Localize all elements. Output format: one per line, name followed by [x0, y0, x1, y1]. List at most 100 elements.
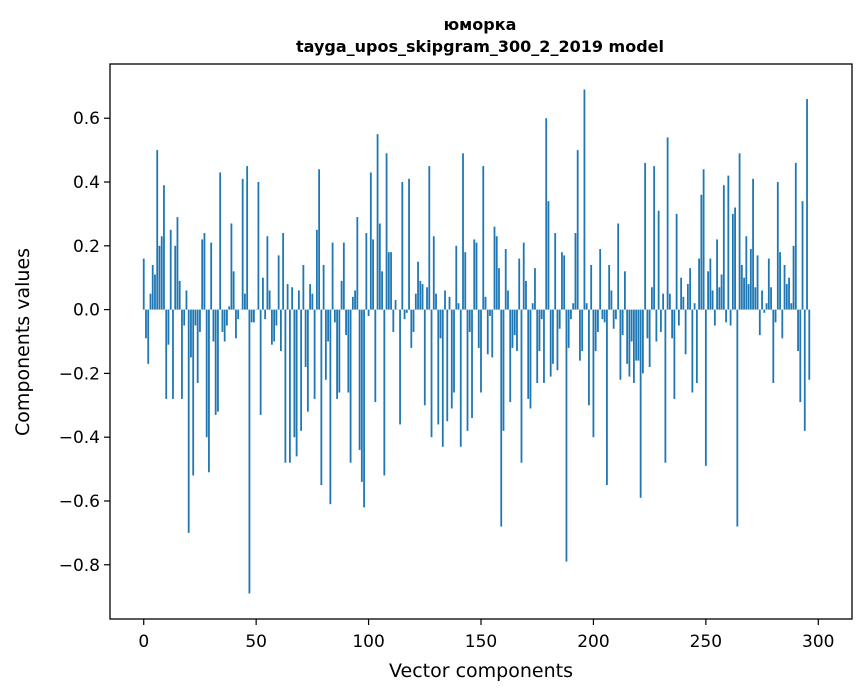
bar-149: [477, 309, 480, 348]
bar-2: [147, 309, 150, 364]
bar-55: [266, 236, 269, 310]
bar-107: [383, 309, 386, 476]
bar-214: [624, 271, 626, 310]
bar-41: [235, 309, 237, 339]
bar-281: [774, 309, 777, 323]
bar-217: [630, 309, 633, 342]
bar-151: [482, 166, 485, 310]
bar-163: [509, 309, 512, 403]
bar-42: [237, 309, 240, 320]
bar-195: [581, 309, 584, 352]
bar-8: [160, 236, 163, 310]
bar-143: [464, 252, 467, 310]
bar-76: [313, 309, 316, 399]
bar-174: [534, 268, 536, 310]
bar-216: [628, 309, 631, 377]
bar-53: [262, 277, 264, 310]
bar-14: [174, 245, 177, 310]
bar-139: [455, 245, 458, 310]
bar-294: [803, 309, 806, 431]
bar-219: [635, 309, 638, 361]
bar-26: [201, 239, 204, 310]
bar-125: [423, 309, 426, 406]
bar-60: [277, 255, 280, 310]
bar-9: [163, 185, 165, 310]
x-tick-label: 250: [690, 632, 722, 652]
bar-122: [417, 261, 419, 310]
bar-198: [588, 309, 590, 406]
bar-211: [617, 223, 620, 310]
bar-162: [507, 290, 509, 310]
bar-56: [268, 290, 271, 310]
bar-112: [394, 300, 397, 310]
bar-6: [156, 150, 159, 310]
bar-10: [165, 309, 168, 399]
bar-190: [570, 309, 572, 320]
bar-212: [619, 309, 622, 380]
bar-15: [176, 217, 179, 310]
chart-subtitle: tayga_upos_skipgram_300_2_2019 model: [296, 37, 664, 56]
bar-270: [749, 249, 752, 310]
bar-241: [684, 309, 687, 355]
bar-128: [430, 309, 433, 438]
x-tick-label: 150: [465, 632, 497, 652]
bar-276: [763, 309, 766, 313]
bar-115: [401, 182, 404, 310]
bar-66: [291, 287, 294, 310]
bar-87: [338, 309, 341, 393]
bar-261: [729, 309, 732, 326]
bar-227: [653, 166, 656, 310]
bar-118: [408, 178, 410, 310]
bar-269: [747, 284, 750, 310]
bar-52: [259, 309, 262, 415]
bar-135: [446, 309, 449, 422]
bar-64: [286, 284, 289, 310]
bar-24: [196, 309, 199, 383]
bar-116: [403, 309, 406, 320]
bar-284: [781, 309, 784, 339]
bar-179: [545, 118, 548, 310]
bar-290: [794, 162, 797, 310]
bar-69: [297, 290, 300, 310]
bar-101: [369, 172, 372, 310]
bar-287: [788, 277, 790, 310]
bar-264: [736, 309, 739, 527]
bar-171: [527, 309, 530, 399]
bar-204: [601, 309, 604, 320]
bar-209: [612, 309, 615, 329]
bar-88: [340, 280, 343, 310]
bar-275: [761, 290, 763, 310]
bar-225: [648, 309, 651, 368]
bar-45: [244, 293, 246, 310]
bar-23: [194, 309, 197, 326]
bar-127: [428, 166, 431, 310]
chart-title: юморка: [444, 15, 517, 34]
bar-156: [493, 226, 496, 310]
bar-268: [745, 236, 748, 310]
bar-119: [410, 309, 413, 348]
bar-255: [716, 239, 718, 310]
bar-262: [731, 213, 734, 310]
bar-288: [790, 303, 793, 310]
bar-249: [702, 169, 705, 310]
bar-99: [365, 233, 368, 310]
bar-248: [700, 194, 703, 310]
bar-263: [734, 207, 736, 310]
bar-286: [785, 284, 788, 310]
bar-19: [185, 290, 188, 310]
bar-231: [662, 293, 665, 310]
bar-82: [327, 309, 329, 342]
bar-110: [390, 252, 392, 310]
bar-134: [444, 290, 446, 310]
bar-54: [264, 309, 267, 320]
bar-17: [181, 309, 183, 399]
bar-80: [322, 264, 325, 310]
bar-25: [199, 309, 201, 332]
bar-34: [219, 172, 222, 310]
bar-35: [221, 309, 224, 332]
bar-59: [275, 309, 278, 326]
bar-96: [358, 309, 361, 450]
bar-71: [302, 264, 305, 310]
bar-103: [374, 309, 377, 403]
bar-100: [367, 309, 370, 316]
